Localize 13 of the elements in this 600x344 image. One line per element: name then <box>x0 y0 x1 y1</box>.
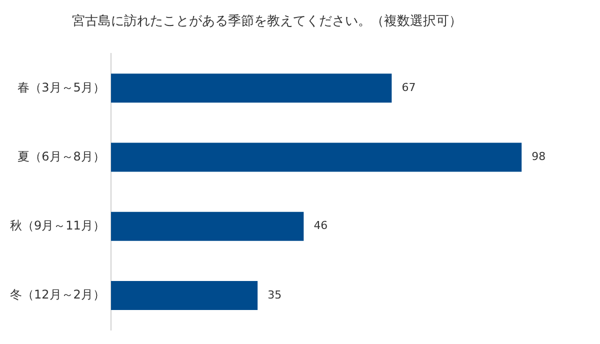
bar <box>110 74 392 103</box>
bar <box>110 142 522 172</box>
y-tick-label: 夏（6月～8月） <box>18 149 105 164</box>
data-label: 35 <box>268 288 282 302</box>
data-label: 98 <box>532 150 546 164</box>
data-label: 67 <box>402 81 416 94</box>
y-tick-label: 春（3月～5月） <box>18 80 105 94</box>
bar <box>110 212 304 241</box>
y-tick-label: 秋（9月～11月） <box>10 218 105 232</box>
data-label: 46 <box>314 219 328 232</box>
chart-title: 宮古島に訪れたことがある季節を教えてください。（複数選択可） <box>72 13 462 30</box>
bar <box>110 280 258 310</box>
y-tick-label: 冬（12月～2月） <box>10 288 105 302</box>
